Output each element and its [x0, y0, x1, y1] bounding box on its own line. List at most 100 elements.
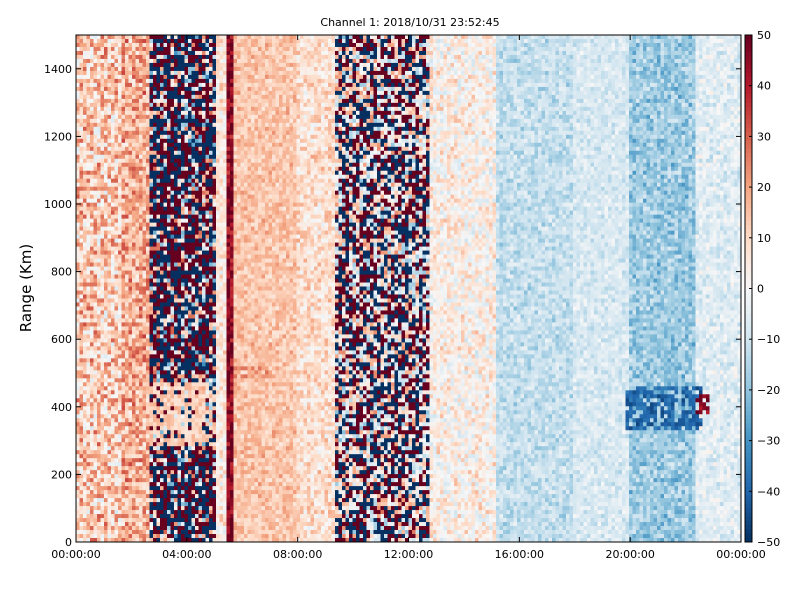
heatmap-cell — [100, 446, 105, 451]
heatmap-cell — [86, 310, 91, 315]
heatmap-cell — [188, 510, 192, 515]
heatmap-cell — [195, 154, 199, 160]
heatmap-cell — [139, 526, 143, 531]
heatmap-cell — [118, 458, 122, 463]
heatmap-cell — [118, 318, 122, 323]
heatmap-cell — [149, 514, 154, 519]
heatmap-cell — [104, 386, 108, 391]
heatmap-cell — [90, 118, 94, 124]
heatmap-cell — [160, 174, 164, 180]
heatmap-cell — [114, 398, 119, 403]
heatmap-cell — [139, 118, 143, 124]
heatmap-cell — [191, 250, 196, 255]
heatmap-cell — [202, 378, 206, 383]
heatmap-cell — [184, 262, 189, 267]
heatmap-cell — [160, 410, 164, 415]
heatmap-cell — [107, 86, 112, 92]
heatmap-cell — [160, 350, 164, 355]
heatmap-cell — [83, 262, 87, 267]
heatmap-cell — [118, 418, 122, 423]
heatmap-cell — [149, 534, 154, 539]
heatmap-cell — [181, 518, 185, 523]
heatmap-cell — [160, 510, 164, 515]
heatmap-cell — [188, 90, 192, 96]
heatmap-cell — [160, 130, 164, 136]
heatmap-cell — [184, 186, 189, 192]
heatmap-cell — [160, 486, 164, 491]
heatmap-cell — [86, 134, 91, 140]
heatmap-cell — [160, 182, 164, 188]
heatmap-cell — [153, 342, 157, 347]
heatmap-cell — [191, 50, 196, 56]
heatmap-cell — [212, 202, 217, 208]
heatmap-cell — [149, 302, 154, 307]
heatmap-cell — [90, 346, 94, 351]
heatmap-cell — [125, 250, 129, 255]
heatmap-cell — [153, 134, 157, 140]
heatmap-cell — [202, 170, 206, 176]
heatmap-cell — [139, 130, 143, 136]
heatmap-cell — [93, 382, 98, 387]
heatmap-cell — [107, 266, 112, 271]
heatmap-cell — [174, 394, 178, 399]
heatmap-cell — [83, 74, 87, 80]
heatmap-cell — [174, 474, 178, 479]
heatmap-cell — [174, 462, 178, 467]
heatmap-cell — [209, 226, 213, 232]
heatmap-cell — [184, 114, 189, 120]
heatmap-cell — [146, 234, 150, 239]
heatmap-cell — [153, 98, 157, 104]
heatmap-cell — [170, 490, 175, 495]
heatmap-cell — [146, 102, 150, 108]
heatmap-cell — [139, 478, 143, 483]
heatmap-cell — [83, 438, 87, 443]
heatmap-cell — [111, 50, 115, 56]
heatmap-cell — [202, 162, 206, 168]
heatmap-cell — [90, 274, 94, 279]
heatmap-cell — [125, 458, 129, 463]
heatmap-cell — [125, 534, 129, 539]
heatmap-cell — [163, 386, 168, 391]
heatmap-cell — [149, 50, 154, 56]
heatmap-cell — [125, 466, 129, 471]
heatmap-cell — [170, 446, 175, 451]
heatmap-cell — [121, 102, 126, 108]
heatmap-cell — [198, 170, 203, 176]
heatmap-cell — [111, 238, 115, 243]
heatmap-cell — [191, 190, 196, 196]
heatmap-cell — [135, 218, 140, 224]
heatmap-cell — [83, 346, 87, 351]
heatmap-cell — [79, 154, 84, 160]
heatmap-cell — [184, 498, 189, 503]
heatmap-cell — [128, 346, 133, 351]
heatmap-cell — [100, 422, 105, 427]
heatmap-cell — [209, 270, 213, 275]
heatmap-cell — [132, 526, 136, 531]
heatmap-cell — [212, 110, 217, 116]
heatmap-cell — [128, 438, 133, 443]
heatmap-cell — [79, 202, 84, 208]
heatmap-cell — [100, 538, 105, 543]
heatmap-cell — [90, 318, 94, 323]
heatmap-cell — [191, 298, 196, 303]
heatmap-cell — [135, 530, 140, 535]
heatmap-cell — [139, 390, 143, 395]
heatmap-cell — [107, 518, 112, 523]
heatmap-cell — [184, 326, 189, 331]
heatmap-cell — [170, 286, 175, 291]
heatmap-cell — [86, 154, 91, 160]
heatmap-cell — [170, 366, 175, 371]
heatmap-cell — [86, 346, 91, 351]
heatmap-cell — [97, 230, 101, 235]
heatmap-cell — [121, 226, 126, 232]
heatmap-cell — [160, 470, 164, 475]
heatmap-cell — [167, 70, 171, 76]
heatmap-cell — [132, 278, 136, 283]
heatmap-cell — [118, 158, 122, 164]
heatmap-cell — [135, 454, 140, 459]
heatmap-cell — [142, 230, 147, 235]
heatmap-cell — [174, 70, 178, 76]
heatmap-cell — [111, 178, 115, 184]
heatmap-cell — [114, 402, 119, 407]
heatmap-cell — [128, 126, 133, 132]
